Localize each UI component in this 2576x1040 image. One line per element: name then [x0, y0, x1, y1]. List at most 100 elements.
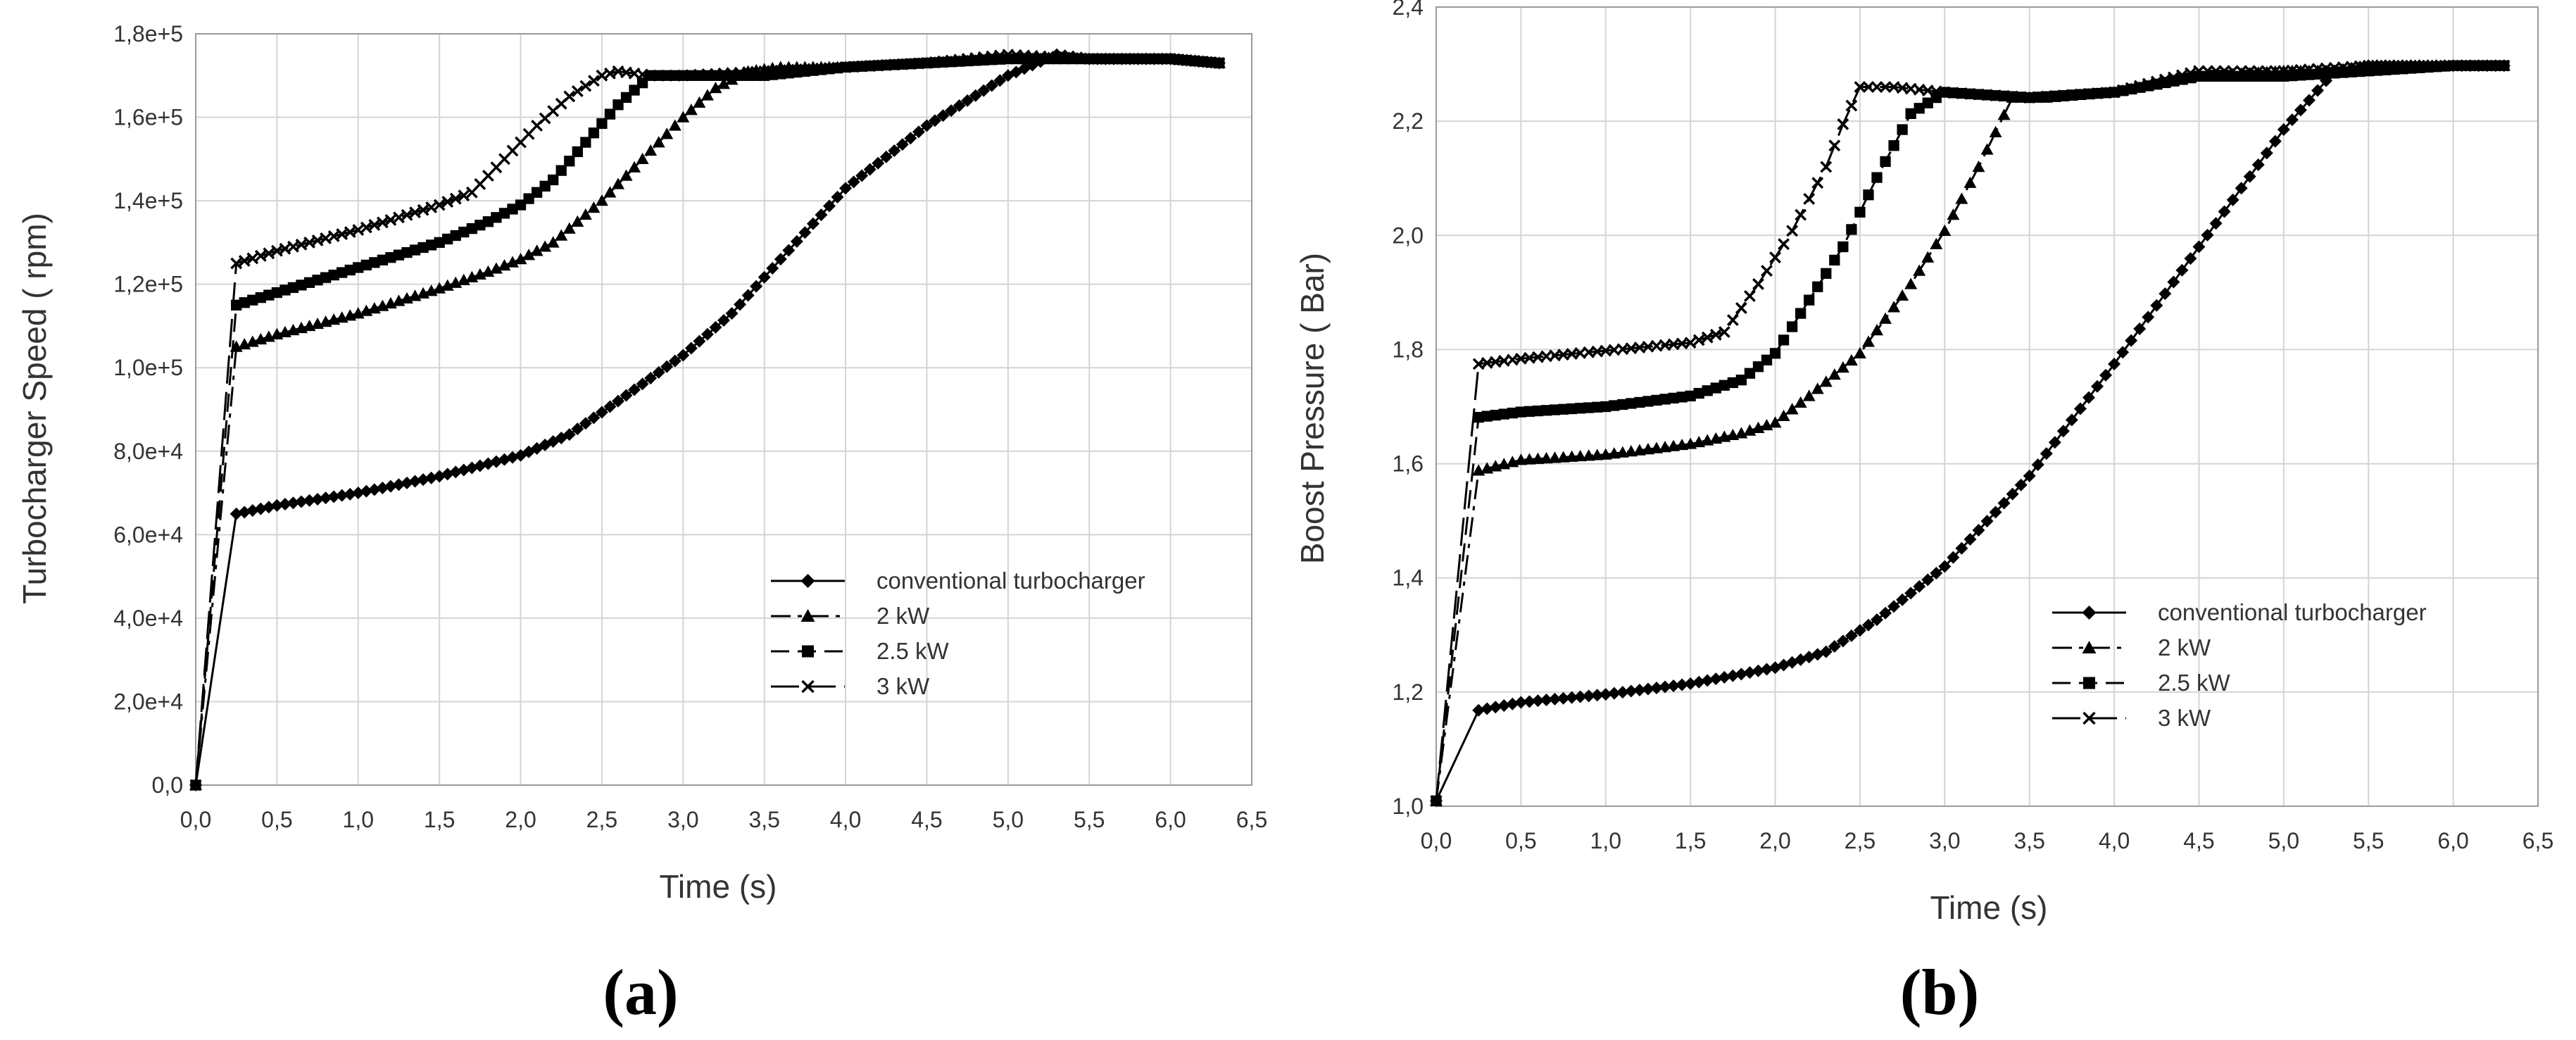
x-tick-label: 5,0	[2268, 828, 2299, 853]
data-point	[1744, 368, 1756, 379]
data-point	[337, 267, 348, 278]
data-point	[522, 249, 536, 261]
data-point	[1845, 629, 1858, 642]
x-tick-label: 6,0	[2437, 828, 2468, 853]
data-point	[376, 481, 389, 494]
data-point	[1575, 403, 1586, 414]
x-tick-label: 0,0	[180, 807, 211, 832]
data-point	[904, 132, 917, 145]
data-point	[961, 94, 974, 107]
x-tick-label: 3,0	[667, 807, 698, 832]
data-point	[2125, 82, 2137, 94]
data-point	[498, 208, 510, 219]
data-point	[1853, 346, 1866, 359]
data-point	[2073, 402, 2087, 415]
data-point	[1684, 337, 1697, 349]
data-point	[684, 342, 698, 355]
data-point	[1955, 541, 1968, 555]
legend-item: conventional turbocharger	[771, 568, 1145, 594]
data-point	[1735, 668, 1748, 681]
legend-marker	[2082, 606, 2097, 620]
data-point	[1497, 698, 1511, 712]
data-point	[1582, 449, 1595, 461]
series-line	[194, 54, 1219, 786]
data-point	[709, 82, 722, 94]
data-point	[255, 292, 266, 303]
data-point	[515, 199, 527, 211]
data-point	[384, 480, 397, 493]
data-point	[1972, 524, 1985, 537]
data-point	[2277, 123, 2290, 137]
data-point	[1718, 326, 1730, 339]
data-point	[360, 259, 372, 271]
data-point	[449, 192, 462, 205]
data-point	[311, 492, 325, 506]
data-point	[1887, 301, 1901, 313]
y-tick-label: 0,0	[152, 772, 183, 798]
data-point	[1709, 672, 1723, 686]
data-point	[563, 428, 576, 441]
data-point	[2082, 391, 2095, 404]
data-point	[1938, 560, 1952, 573]
legend-item: conventional turbocharger	[2052, 599, 2427, 625]
data-point	[1896, 289, 1909, 301]
data-point	[1761, 265, 1773, 277]
data-point	[1980, 515, 1994, 528]
data-point	[1904, 277, 1918, 289]
data-point	[401, 208, 413, 221]
data-point	[312, 275, 323, 286]
data-point	[1617, 399, 1628, 411]
data-point	[2116, 84, 2129, 96]
data-point	[564, 156, 575, 167]
data-point	[434, 237, 445, 249]
data-point	[254, 249, 267, 262]
data-point	[1819, 645, 1833, 658]
data-point	[1498, 408, 1509, 420]
data-point	[579, 208, 592, 220]
data-point	[798, 226, 812, 239]
data-point	[1743, 290, 1756, 302]
data-point	[1964, 176, 1977, 188]
data-point	[1710, 382, 1721, 394]
y-tick-label: 1,2e+5	[113, 272, 183, 297]
data-point	[189, 779, 202, 791]
data-point	[1914, 103, 1925, 114]
data-point	[790, 234, 803, 248]
data-point	[1913, 579, 1926, 593]
data-point	[1989, 506, 2002, 519]
data-point	[2159, 77, 2170, 89]
chart-b-legend: conventional turbocharger 2 kW 2.5 kW 3 kW	[2052, 599, 2427, 731]
y-tick-label: 2,4	[1393, 0, 1424, 20]
data-point	[604, 108, 616, 120]
data-point	[587, 201, 601, 213]
x-tick-label: 3,5	[748, 807, 779, 832]
legend-label: 2 kW	[877, 603, 930, 629]
data-point	[1540, 405, 1552, 416]
x-tick-label: 2,5	[586, 807, 617, 832]
data-point	[1837, 118, 1849, 130]
data-point	[239, 297, 250, 308]
data-point	[1514, 696, 1528, 709]
x-tick-label: 5,0	[993, 807, 1024, 832]
data-point	[1565, 691, 1578, 704]
data-point	[1828, 640, 1841, 653]
data-point	[417, 242, 429, 253]
data-point	[393, 249, 405, 261]
data-point	[2133, 80, 2146, 92]
data-point	[1548, 692, 1562, 706]
data-point	[2099, 368, 2113, 382]
data-point	[1701, 674, 1714, 687]
data-point	[1778, 238, 1790, 251]
data-point	[1820, 161, 1833, 173]
y-tick-label: 1,6	[1393, 451, 1424, 477]
data-point	[279, 284, 291, 296]
y-tick-label: 1,4e+5	[113, 188, 183, 213]
data-point	[2235, 182, 2248, 195]
data-point	[246, 252, 259, 265]
data-point	[1795, 308, 1807, 319]
data-point	[1514, 453, 1528, 465]
y-tick-label: 1,6e+5	[113, 105, 183, 130]
data-point	[823, 199, 836, 213]
data-point	[1616, 686, 1629, 699]
chart-a-plot-frame	[195, 33, 1252, 786]
